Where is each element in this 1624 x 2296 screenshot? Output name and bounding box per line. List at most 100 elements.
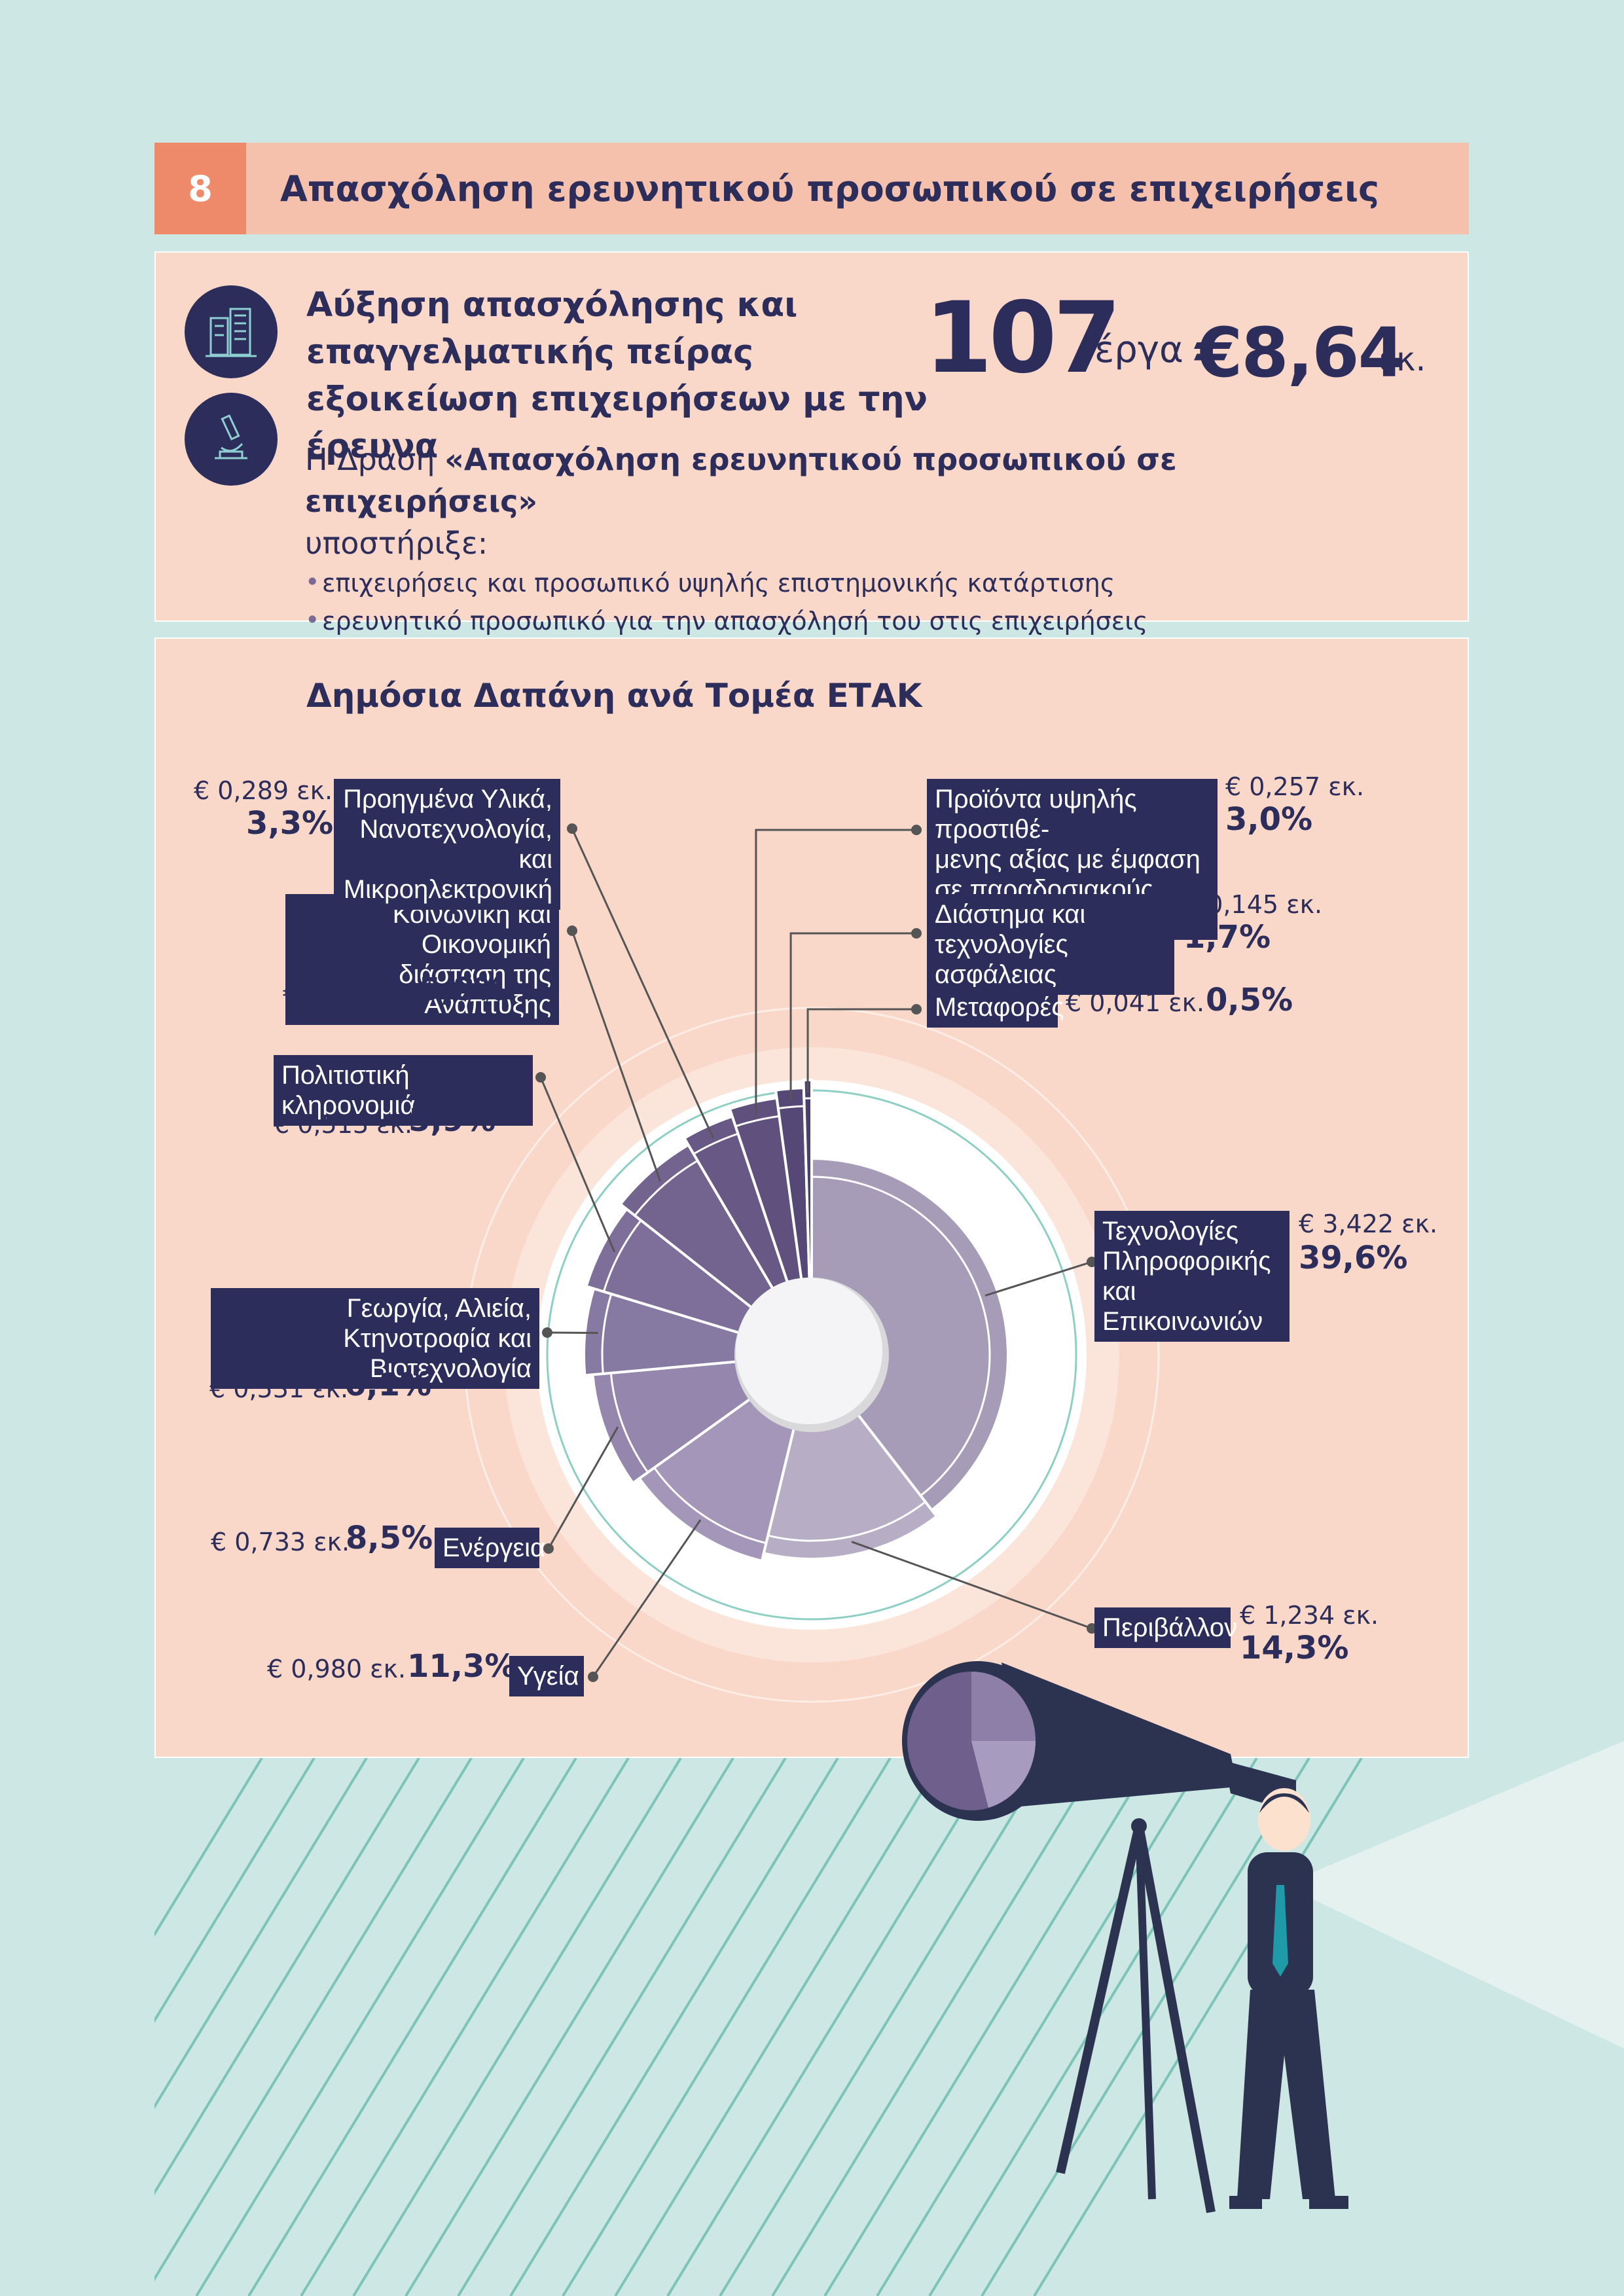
label-line: Διάστημα και <box>935 900 1086 929</box>
label-line: Πολιτιστική κληρονομιά <box>281 1061 416 1120</box>
slice-amount: € 0,289 εκ. <box>194 776 333 805</box>
slice-amount: € 0,531 εκ. <box>209 1374 349 1403</box>
leader-dot <box>567 925 577 936</box>
slice-percent: 3,3% <box>246 805 334 842</box>
slice-amount: € 0,513 εκ. <box>283 979 422 1008</box>
leader-dot <box>543 1543 554 1554</box>
label-line: Κτηνοτροφία και Βιοτεχνολογία <box>343 1324 532 1383</box>
leader-dot <box>567 823 577 834</box>
label-line: Υγεία <box>517 1662 579 1691</box>
slice-ring <box>735 1115 780 1128</box>
intro-panel <box>154 251 1469 622</box>
leader-line <box>571 930 662 1182</box>
slice-percent: 5,8% <box>419 971 507 1008</box>
label-line: και Επικοινωνιών <box>1102 1277 1263 1336</box>
leader-dot <box>535 1072 546 1083</box>
slice-percent: 6,1% <box>344 1367 432 1403</box>
slice-label-health: Υγεία <box>509 1656 584 1696</box>
desc-bold: «Απασχόληση ερευνητικού προσωπικού σε επ… <box>305 442 1177 519</box>
slice-label-agriculture: Γεωργία, Αλιεία, Κτηνοτροφία και Βιοτεχν… <box>211 1288 539 1389</box>
leader-dot <box>911 1004 922 1014</box>
slice-amount: € 1,234 εκ. <box>1240 1601 1379 1630</box>
bullet-item: επιχειρήσεις και προσωπικό υψηλής επιστη… <box>305 563 1418 602</box>
section-title: Απασχόληση ερευνητικού προσωπικού σε επι… <box>280 168 1380 209</box>
projects-count: 107 <box>924 281 1121 395</box>
slice-percent: 39,6% <box>1299 1240 1408 1276</box>
slice-label-ict: Τεχνολογίες Πληροφορικής και Επικοινωνιώ… <box>1094 1211 1290 1342</box>
microscope-icon <box>185 393 278 486</box>
projects-unit: έργα <box>1094 329 1183 371</box>
label-line: Προηγμένα Υλικά, <box>343 785 552 814</box>
leader-line <box>592 1519 702 1677</box>
slice-ring <box>602 1219 642 1292</box>
label-line: Πληροφορικής <box>1102 1247 1271 1276</box>
intro-description: Η Δράση «Απασχόληση ερευνητικού προσωπικ… <box>305 439 1418 640</box>
slice-amount: € 0,733 εκ. <box>211 1528 350 1556</box>
section-number: 8 <box>154 143 246 234</box>
label-line: Περιβάλλον <box>1102 1613 1238 1642</box>
label-line: μενης αξίας με έμφαση <box>935 845 1200 874</box>
label-line: Τεχνολογίες <box>1102 1217 1238 1246</box>
label-line: Νανοτεχνολογία, <box>359 815 552 844</box>
leader-dot <box>911 928 922 939</box>
slice-label-transport: Μεταφορές <box>927 987 1064 1028</box>
slice-percent: 11,3% <box>407 1648 516 1685</box>
label-line: Κοινωνική και Οικονομική <box>392 900 551 959</box>
label-line: διάσταση της Ανάπτυξης <box>399 960 551 1019</box>
leader-line <box>571 828 714 1139</box>
intro-headline: Αύξηση απασχόλησης και επαγγελματικής πε… <box>306 281 1013 470</box>
leader-dot <box>911 825 922 835</box>
leader-dot <box>588 1672 598 1682</box>
slice-amount: € 0,041 εκ. <box>1066 988 1205 1017</box>
slice-label-space: Διάστημα και τεχνολογίες ασφάλειας <box>927 894 1174 995</box>
slice-ring <box>811 1175 991 1497</box>
slice-ring <box>767 1501 926 1542</box>
slice-label-environment: Περιβάλλον <box>1094 1607 1238 1648</box>
slice-ring <box>653 1467 767 1545</box>
leader-line <box>547 1426 619 1549</box>
headline-line: εξοικείωση επιχειρήσεων με την έρευνα <box>306 380 928 466</box>
label-line: Γεωργία, Αλιεία, <box>346 1294 532 1323</box>
headline-line: επαγγελματικής πείρας <box>306 332 753 372</box>
headline-line: Αύξηση απασχόλησης και <box>306 285 798 325</box>
leader-line <box>851 1541 1092 1630</box>
desc-prefix: Η Δράση <box>305 442 445 477</box>
section-header: Απασχόληση ερευνητικού προσωπικού σε επι… <box>246 143 1469 234</box>
label-line: τεχνολογίες ασφάλειας <box>935 930 1068 989</box>
label-line: Προϊόντα υψηλής προστιθέ- <box>935 785 1137 844</box>
slice-amount: € 3,422 εκ. <box>1299 1210 1438 1238</box>
buildings-icon <box>185 285 278 378</box>
slice-percent: 5,9% <box>408 1102 496 1139</box>
budget-amount: €8,64 <box>1195 313 1405 393</box>
slice-amount: € 0,145 εκ. <box>1183 890 1323 919</box>
slice-label-materials: Προηγμένα Υλικά, Νανοτεχνολογία, και Μικ… <box>334 779 560 910</box>
slice-amount: € 0,513 εκ. <box>274 1110 413 1139</box>
slice-ring <box>609 1372 649 1473</box>
desc-suffix: υποστήριξε: <box>305 526 488 561</box>
slice-percent: 8,5% <box>346 1520 433 1556</box>
leader-line <box>539 1077 615 1253</box>
slice-ring <box>601 1293 613 1374</box>
chart-title: Δημόσια Δαπάνη ανά Τομέα ΕΤΑΚ <box>306 677 922 715</box>
label-line: Μεταφορές <box>935 993 1064 1022</box>
slice-label-energy: Ενέργεια <box>435 1528 546 1568</box>
slice-percent: 14,3% <box>1240 1630 1349 1666</box>
leader-dot <box>542 1327 552 1338</box>
slice-amount: € 0,257 εκ. <box>1225 772 1365 801</box>
label-line: και Μικροηλεκτρονική <box>343 845 552 904</box>
slice-percent: 1,7% <box>1183 919 1271 956</box>
slice-label-culture: Πολιτιστική κληρονομιά <box>274 1055 533 1126</box>
bullet-item: ερευνητικό προσωπικό για την απασχόλησή … <box>305 601 1418 640</box>
slice-label-social: Κοινωνική και Οικονομική διάσταση της Αν… <box>285 894 559 1025</box>
slice-percent: 0,5% <box>1206 982 1293 1018</box>
slice-amount: € 0,980 εκ. <box>267 1655 406 1683</box>
leader-line <box>755 829 916 1115</box>
leader-line <box>789 932 916 1102</box>
label-line: Ενέργεια <box>442 1534 546 1562</box>
slice-percent: 3,0% <box>1225 801 1313 838</box>
slice-ring <box>634 1160 698 1217</box>
budget-unit: εκ. <box>1379 340 1426 378</box>
